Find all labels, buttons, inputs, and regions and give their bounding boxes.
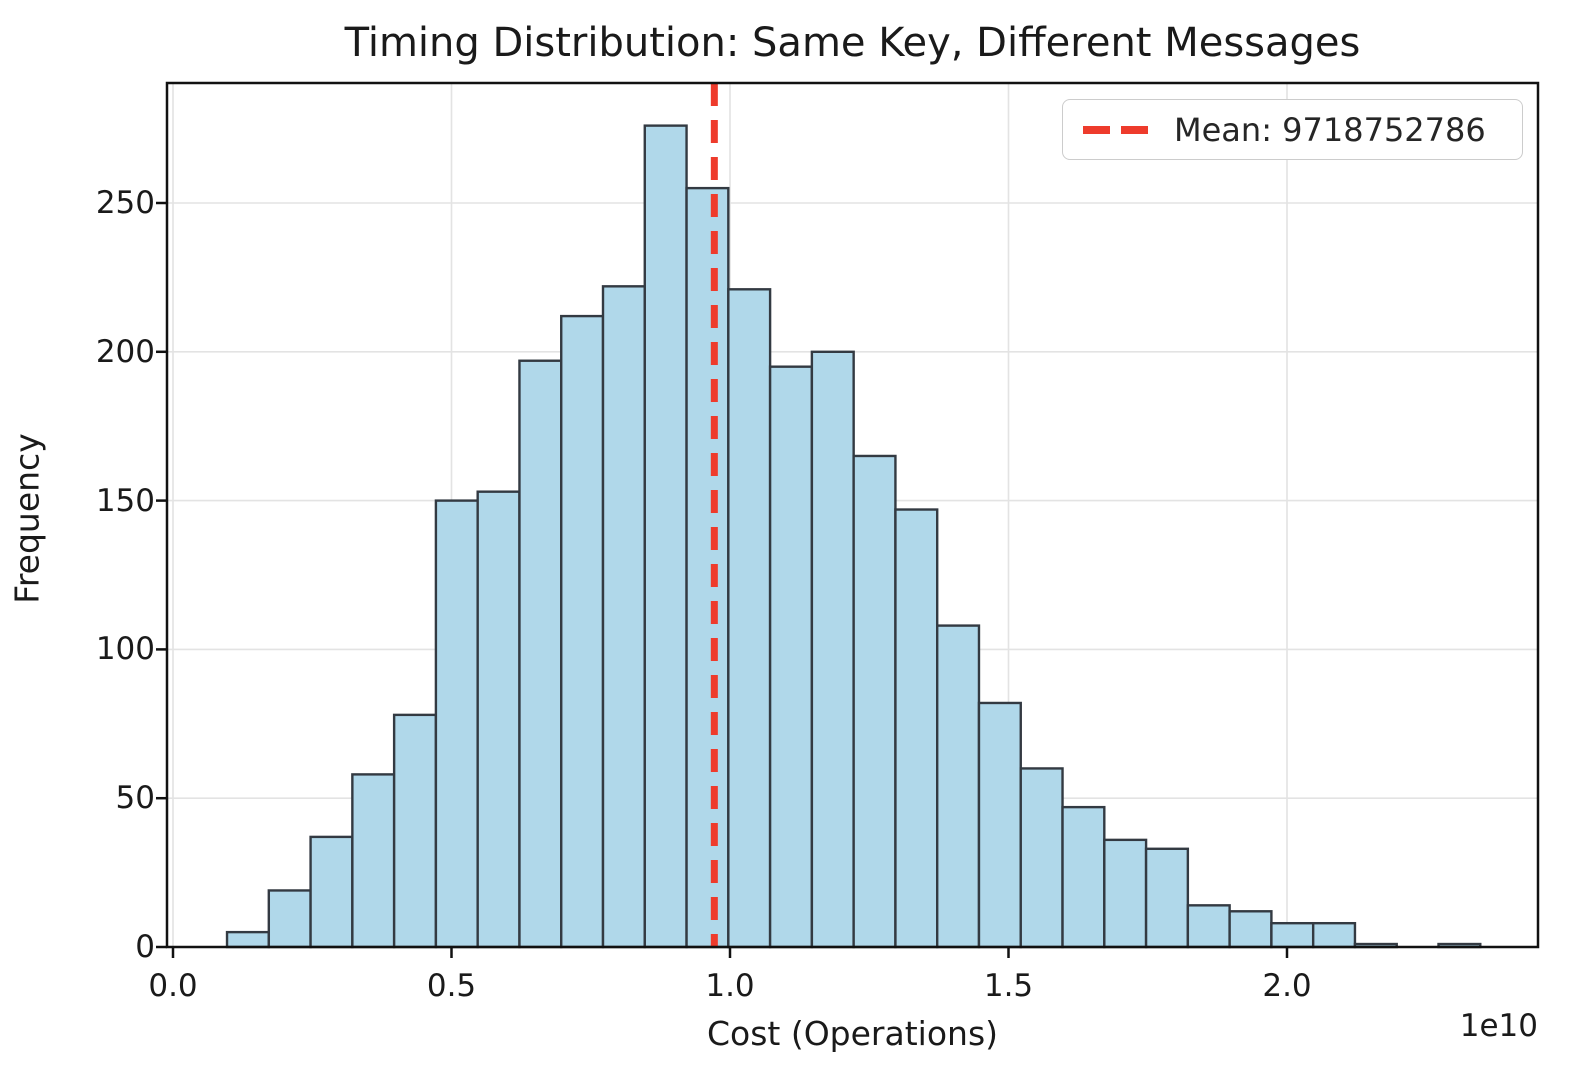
histogram-bar [434, 499, 479, 949]
histogram-bar [601, 285, 646, 949]
histogram-bar [351, 773, 396, 949]
histogram-bar [560, 314, 605, 949]
histogram-bar [1228, 910, 1273, 949]
histogram-bar [810, 350, 855, 949]
y-axis-label: Frequency [7, 433, 47, 604]
x-tick-label: 1.5 [983, 968, 1034, 1004]
x-tick-label: 2.0 [1262, 968, 1312, 1004]
y-tick-label: 250 [95, 185, 155, 221]
histogram-bar [225, 930, 271, 949]
legend-mean-label: Mean: 9718752786 [1174, 110, 1486, 149]
legend-box: Mean: 9718752786 [1062, 99, 1523, 160]
histogram-bar [1103, 838, 1148, 949]
histogram-bar [1061, 805, 1106, 949]
x-tick-label: 0.5 [426, 968, 477, 1004]
x-tick-label: 1.0 [705, 968, 755, 1004]
mean-line-legend-swatch [1083, 125, 1148, 134]
histogram-bar [392, 713, 438, 949]
x-tick-label: 0.0 [148, 968, 198, 1004]
y-tick-label: 150 [95, 482, 155, 519]
histogram-bar [1186, 904, 1231, 949]
histogram-bar [1311, 921, 1357, 949]
histogram-bar [267, 889, 312, 949]
histogram-bar [685, 186, 730, 949]
histogram-bar [1270, 921, 1315, 949]
histogram-bar [476, 490, 521, 949]
y-tick-label: 100 [95, 631, 155, 668]
legend-dash-segment [1083, 125, 1110, 134]
histogram-bar [977, 701, 1022, 949]
histogram-bar [936, 624, 981, 949]
histogram-bar [1144, 847, 1190, 949]
plot-spine [165, 81, 1540, 949]
histogram-bar [852, 454, 897, 949]
histogram-bar [894, 508, 939, 949]
x-axis-offset-label: 1e10 [1459, 1008, 1538, 1044]
histogram-bar [643, 124, 688, 949]
legend-dash-segment [1121, 125, 1148, 134]
histogram-bar [727, 288, 772, 949]
histogram-bar [309, 835, 354, 949]
histogram-bar [1019, 767, 1064, 949]
y-tick-label: 0 [135, 929, 155, 965]
x-axis-label: Cost (Operations) [706, 1014, 999, 1053]
histogram-bar [518, 359, 563, 949]
y-tick-label: 50 [115, 780, 155, 817]
histogram-bar [768, 365, 814, 949]
y-tick-label: 200 [95, 333, 155, 370]
chart-title: Timing Distribution: Same Key, Different… [344, 20, 1361, 66]
